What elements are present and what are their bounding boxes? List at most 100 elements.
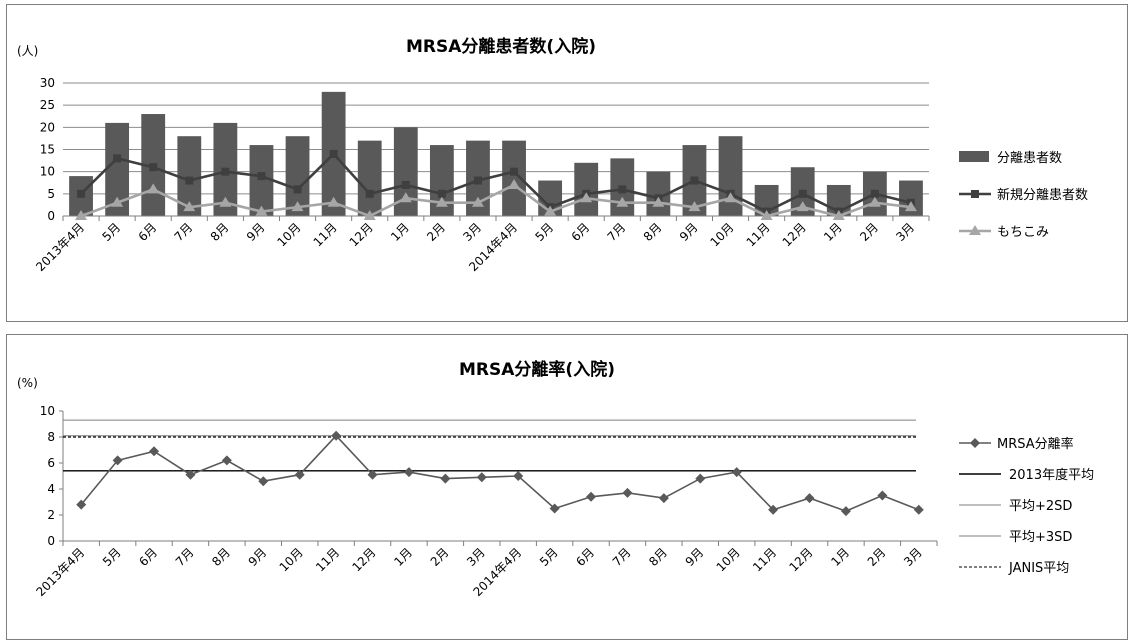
- x-tick-label: 6月: [136, 545, 160, 569]
- data-point: [840, 506, 851, 517]
- data-point: [113, 154, 122, 163]
- chart-title: MRSA分離率(入院): [459, 359, 615, 380]
- data-point: [877, 490, 888, 501]
- x-tick-label: 9月: [683, 545, 707, 569]
- data-point: [586, 491, 597, 502]
- legend-swatch: [959, 151, 989, 162]
- data-point: [149, 163, 158, 172]
- legend-label: もちこみ: [997, 225, 1049, 240]
- x-tick-label: 8月: [646, 545, 670, 569]
- x-tick-label: 2月: [865, 545, 889, 569]
- data-point: [913, 504, 924, 515]
- data-point: [473, 176, 482, 185]
- bar: [177, 136, 202, 216]
- data-point: [618, 185, 627, 194]
- y-tick-label: 30: [40, 76, 55, 90]
- data-point: [798, 189, 807, 198]
- y-tick-label: 6: [47, 456, 55, 470]
- x-tick-label: 12月: [786, 545, 815, 574]
- y-axis-unit-label: (人): [17, 44, 38, 58]
- bar: [502, 140, 526, 216]
- data-point: [435, 196, 448, 207]
- x-tick-label: 6月: [136, 220, 160, 244]
- data-point: [796, 201, 809, 212]
- data-point: [622, 487, 633, 498]
- x-tick-label: 3月: [460, 220, 484, 244]
- legend-label: MRSA分離率: [997, 436, 1074, 452]
- data-point: [904, 201, 917, 212]
- legend-label: JANIS平均: [1008, 561, 1069, 576]
- y-tick-label: 0: [47, 209, 55, 223]
- x-tick-label: 3月: [893, 220, 917, 244]
- data-point: [401, 180, 410, 189]
- data-point: [513, 471, 524, 481]
- data-point: [868, 196, 881, 207]
- y-tick-label: 20: [40, 120, 55, 134]
- chart-title: MRSA分離患者数(入院): [406, 36, 596, 57]
- data-point: [291, 201, 304, 212]
- x-tick-label: 2月: [428, 545, 452, 569]
- bar: [357, 140, 382, 216]
- data-point: [149, 446, 160, 457]
- legend-label: 新規分離患者数: [997, 187, 1088, 203]
- x-tick-label: 9月: [677, 220, 701, 244]
- x-tick-label: 8月: [208, 220, 232, 244]
- bar: [249, 145, 274, 216]
- data-point: [768, 504, 779, 515]
- x-tick-label: 8月: [641, 220, 665, 244]
- x-tick-label: 7月: [172, 220, 196, 244]
- data-point: [257, 172, 266, 181]
- data-point: [221, 167, 230, 176]
- data-point: [616, 196, 629, 207]
- x-tick-label: 11月: [744, 220, 773, 249]
- x-tick-label: 5月: [537, 545, 561, 569]
- x-tick-label: 5月: [100, 545, 124, 569]
- series-line: [80, 152, 912, 214]
- x-tick-label: 10月: [707, 220, 736, 249]
- y-tick-label: 15: [40, 143, 55, 157]
- bar: [105, 122, 130, 216]
- x-tick-label: 1月: [821, 220, 845, 244]
- data-point: [185, 469, 196, 480]
- data-point: [471, 196, 484, 207]
- x-tick-label: 2月: [857, 220, 881, 244]
- data-point: [363, 210, 376, 220]
- data-point: [870, 189, 879, 198]
- isolation-rate-chart: MRSA分離率(入院) (%) 0 2 4 6 8 10 2013年4月 5月 6月 7月 8月 9月 10…: [17, 359, 1094, 599]
- data-point: [183, 201, 196, 212]
- legend-label: 平均+2SD: [1009, 499, 1072, 514]
- data-point: [399, 192, 412, 203]
- data-point: [185, 176, 194, 185]
- x-tick-label: 2013年4月: [33, 545, 87, 599]
- x-tick-label: 12月: [780, 220, 809, 249]
- legend-marker: [971, 190, 979, 198]
- x-tick-label: 7月: [605, 220, 629, 244]
- x-tick-label: 8月: [209, 545, 233, 569]
- y-tick-label: 10: [40, 404, 55, 418]
- y-tick-label: 5: [47, 187, 55, 201]
- x-tick-label: 2月: [424, 220, 448, 244]
- data-point: [294, 469, 305, 480]
- data-point: [476, 472, 487, 483]
- x-tick-label: 1月: [391, 545, 415, 569]
- data-point: [77, 189, 86, 198]
- x-tick-label: 6月: [569, 220, 593, 244]
- x-tick-label: 7月: [173, 545, 197, 569]
- patient-count-chart-panel: MRSA分離患者数(入院) (人) 0 5 10 15 20 25 30 2013年4月 5月 6月 7…: [6, 4, 1128, 322]
- data-point: [329, 149, 338, 158]
- data-point: [544, 205, 557, 216]
- x-tick-label: 11月: [311, 220, 340, 249]
- x-tick-label: 9月: [244, 220, 268, 244]
- y-tick-label: 4: [47, 482, 55, 496]
- data-point: [508, 178, 521, 189]
- x-tick-label: 10月: [277, 545, 306, 574]
- bar: [574, 162, 599, 216]
- data-point: [731, 467, 742, 478]
- data-point: [255, 205, 268, 216]
- data-point: [437, 189, 446, 198]
- bar: [393, 127, 418, 216]
- x-tick-label: 10月: [714, 545, 743, 574]
- patient-count-chart: MRSA分離患者数(入院) (人) 0 5 10 15 20 25 30 2013年4月 5月 6月 7…: [17, 36, 1088, 274]
- data-point: [219, 196, 232, 207]
